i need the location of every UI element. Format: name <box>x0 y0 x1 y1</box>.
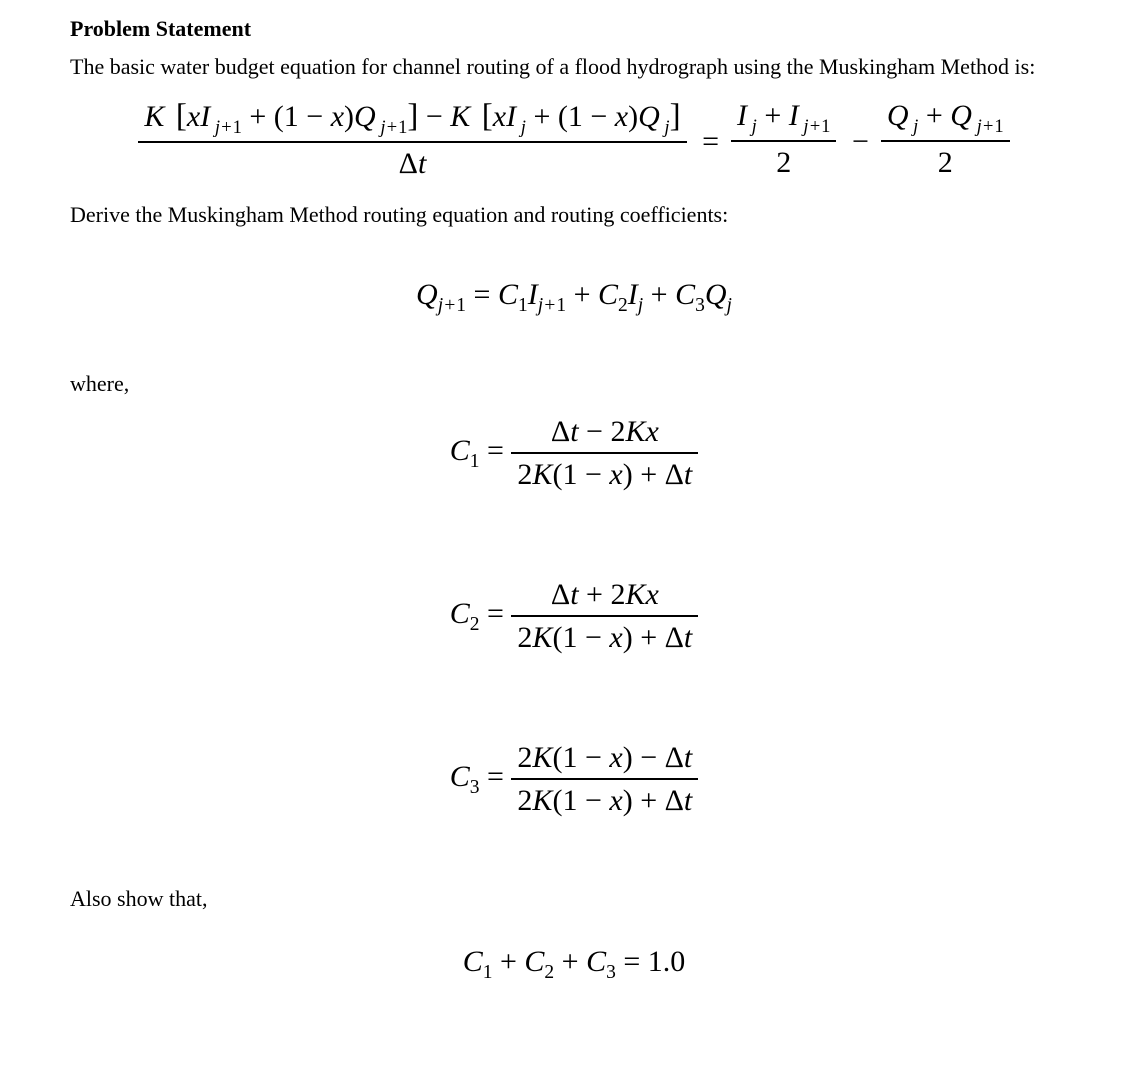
routing-equation: Qj+1 = C1Ij+1 + C2Ij + C3Qj <box>70 278 1078 317</box>
c2-numerator: Δt + 2Kx <box>511 576 698 618</box>
section-heading: Problem Statement <box>70 16 1078 42</box>
c1-denominator: 2K(1 − x) + Δt <box>511 454 698 494</box>
main-eq-rhs1-num: I j + I j+1 <box>731 97 836 142</box>
derive-paragraph: Derive the Muskingham Method routing equ… <box>70 200 1078 230</box>
water-budget-equation: K [xI j+1 + (1 − x)Q j+1] − K [xI j + (1… <box>70 96 1078 183</box>
equals-sign: = <box>694 125 727 159</box>
also-show-label: Also show that, <box>70 884 1078 914</box>
main-eq-lhs-numerator: K [xI j+1 + (1 − x)Q j+1] − K [xI j + (1… <box>138 96 686 143</box>
c1-numerator: Δt − 2Kx <box>511 413 698 455</box>
c3-equation: C3 = 2K(1 − x) − Δt 2K(1 − x) + Δt <box>70 739 1078 820</box>
main-eq-rhs2-den: 2 <box>881 142 1010 182</box>
where-label: where, <box>70 369 1078 399</box>
main-eq-rhs1-den: 2 <box>731 142 836 182</box>
main-eq-lhs-denom: Δt <box>138 143 686 183</box>
minus-sign: − <box>844 125 877 159</box>
c2-equation: C2 = Δt + 2Kx 2K(1 − x) + Δt <box>70 576 1078 657</box>
c1-equation: C1 = Δt − 2Kx 2K(1 − x) + Δt <box>70 413 1078 494</box>
main-eq-rhs2-num: Q j + Q j+1 <box>881 97 1010 142</box>
coefficient-sum-equation: C1 + C2 + C3 = 1.0 <box>70 945 1078 984</box>
c3-numerator: 2K(1 − x) − Δt <box>511 739 698 781</box>
c2-denominator: 2K(1 − x) + Δt <box>511 617 698 657</box>
intro-paragraph: The basic water budget equation for chan… <box>70 52 1078 82</box>
c3-denominator: 2K(1 − x) + Δt <box>511 780 698 820</box>
